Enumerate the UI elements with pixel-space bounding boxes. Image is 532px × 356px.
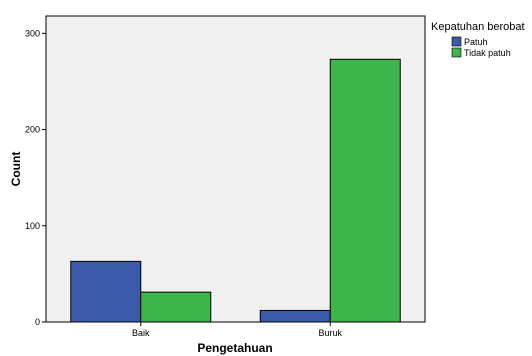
bar-buruk-tidak-patuh bbox=[329, 58, 401, 323]
y-tick-label: 200 bbox=[25, 125, 40, 135]
bar-buruk-patuh bbox=[259, 309, 331, 323]
x-tick-label: Buruk bbox=[318, 328, 342, 338]
bars-group bbox=[70, 58, 401, 323]
y-tick-label: 300 bbox=[25, 28, 40, 38]
bar-baik-tidak-patuh bbox=[140, 291, 212, 323]
x-tick-label: Baik bbox=[132, 328, 150, 338]
bar-baik-patuh bbox=[70, 260, 142, 323]
y-tick-label: 0 bbox=[35, 317, 40, 327]
y-axis-title: Count bbox=[9, 152, 23, 187]
y-axis: 0 100 200 300 bbox=[25, 28, 46, 327]
legend: Kepatuhan berobat Patuh Tidak patuh bbox=[431, 21, 525, 58]
legend-label-patuh: Patuh bbox=[464, 37, 488, 47]
x-axis: Baik Buruk bbox=[132, 322, 343, 338]
legend-swatch-tidak-patuh bbox=[451, 47, 462, 58]
x-axis-title: Pengetahuan bbox=[197, 341, 272, 355]
legend-swatch-patuh bbox=[451, 36, 462, 47]
legend-label-tidak-patuh: Tidak patuh bbox=[464, 48, 511, 58]
legend-title: Kepatuhan berobat bbox=[431, 21, 525, 33]
y-tick-label: 100 bbox=[25, 221, 40, 231]
